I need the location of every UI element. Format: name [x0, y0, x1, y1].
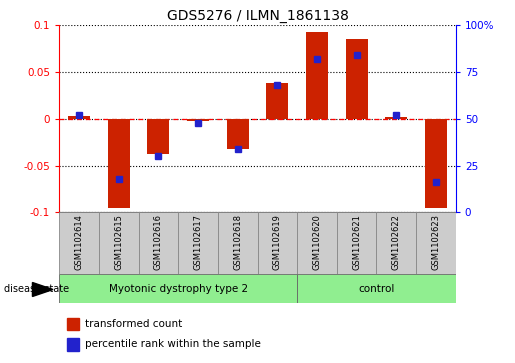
Text: disease state: disease state: [4, 284, 69, 294]
Text: GSM1102617: GSM1102617: [194, 214, 202, 270]
Bar: [108, 119, 130, 208]
Bar: [99, 212, 139, 274]
Bar: [416, 212, 456, 274]
Bar: [266, 83, 288, 119]
Bar: [227, 119, 249, 149]
Text: GSM1102618: GSM1102618: [233, 214, 242, 270]
Bar: [139, 212, 178, 274]
Bar: [218, 212, 258, 274]
Bar: [425, 119, 447, 208]
Bar: [297, 274, 456, 303]
Bar: [337, 212, 376, 274]
Bar: [346, 40, 368, 119]
Text: GSM1102615: GSM1102615: [114, 214, 123, 270]
Bar: [385, 117, 407, 119]
Text: control: control: [358, 284, 394, 294]
Text: percentile rank within the sample: percentile rank within the sample: [85, 339, 261, 350]
Bar: [68, 116, 90, 119]
Text: GSM1102621: GSM1102621: [352, 214, 361, 270]
Bar: [376, 212, 416, 274]
Bar: [59, 212, 99, 274]
Text: transformed count: transformed count: [85, 319, 182, 329]
Title: GDS5276 / ILMN_1861138: GDS5276 / ILMN_1861138: [166, 9, 349, 23]
Bar: [147, 119, 169, 154]
Text: GSM1102620: GSM1102620: [313, 214, 321, 270]
Text: GSM1102623: GSM1102623: [432, 214, 440, 270]
Bar: [67, 338, 79, 351]
Text: Myotonic dystrophy type 2: Myotonic dystrophy type 2: [109, 284, 248, 294]
Bar: [67, 318, 79, 330]
Bar: [178, 212, 218, 274]
Bar: [258, 212, 297, 274]
Bar: [59, 274, 297, 303]
Text: GSM1102619: GSM1102619: [273, 214, 282, 270]
Polygon shape: [32, 282, 53, 297]
Text: GSM1102614: GSM1102614: [75, 214, 83, 270]
Text: GSM1102622: GSM1102622: [392, 214, 401, 270]
Bar: [306, 32, 328, 119]
Bar: [297, 212, 337, 274]
Bar: [187, 119, 209, 121]
Text: GSM1102616: GSM1102616: [154, 214, 163, 270]
